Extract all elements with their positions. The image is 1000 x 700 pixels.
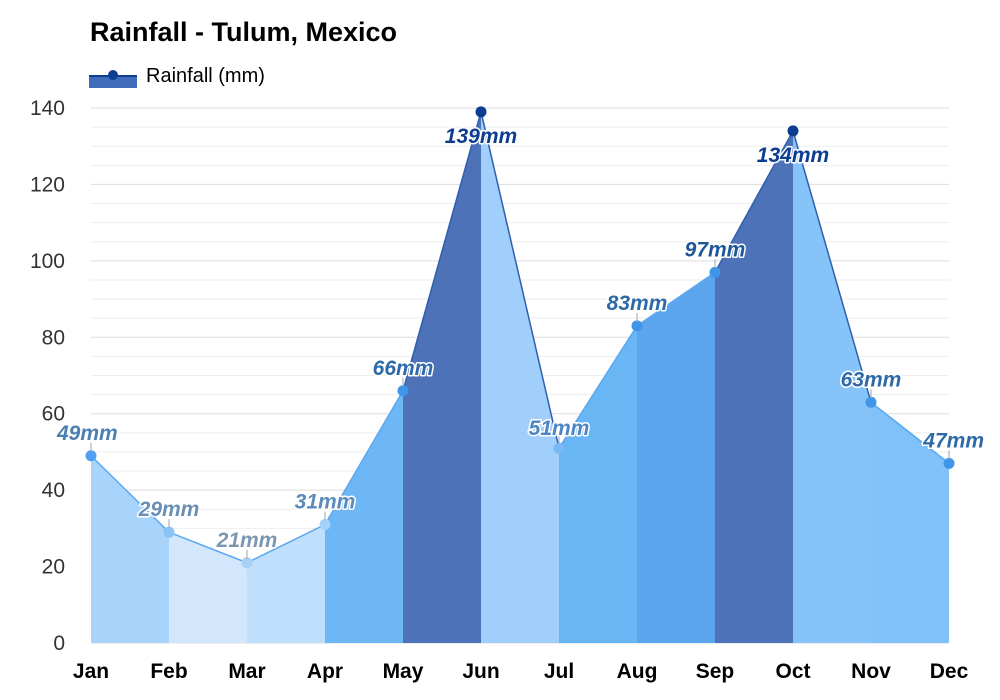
data-label: 63mm [841, 368, 902, 391]
x-tick-label: Nov [851, 660, 891, 683]
data-point [631, 320, 643, 332]
series-line [324, 390, 404, 525]
area-segment [169, 532, 247, 643]
chart-title: Rainfall - Tulum, Mexico [90, 17, 397, 47]
series-line [870, 401, 950, 464]
area-segment [403, 111, 481, 644]
legend: Rainfall (mm) [89, 65, 265, 88]
area-segment [793, 130, 871, 643]
area-segment [481, 111, 559, 644]
series-line [558, 325, 638, 449]
x-tick-label: Jan [73, 660, 109, 683]
x-tick-label: Feb [150, 660, 187, 683]
labels-layer: 49mm 29mm 21mm 31mm 66mm 139mm 51mm 83mm 97mm 134… [55, 123, 986, 559]
x-tick-label: Sep [696, 660, 735, 683]
y-tick-label: 140 [30, 97, 65, 120]
series-line [90, 455, 170, 533]
x-tick-label: Jun [462, 660, 499, 683]
legend-swatch [89, 76, 137, 88]
y-axis-ticks: 0 20 40 60 80 100 120 140 [30, 97, 65, 655]
x-tick-label: Oct [775, 660, 810, 683]
x-tick-label: Apr [307, 660, 343, 683]
data-point [865, 396, 877, 408]
y-tick-label: 0 [53, 632, 65, 655]
x-tick-label: May [383, 660, 424, 683]
data-label: 51mm [529, 417, 590, 440]
y-tick-label: 80 [42, 326, 65, 349]
x-tick-label: Aug [617, 660, 658, 683]
legend-label: Rainfall (mm) [146, 65, 265, 87]
x-tick-label: Dec [930, 660, 969, 683]
data-point [163, 526, 175, 538]
data-point [787, 125, 799, 137]
area-segment [715, 130, 793, 643]
data-point [397, 385, 409, 397]
data-label: 66mm [373, 357, 434, 380]
data-point [709, 266, 721, 278]
data-label: 31mm [295, 491, 356, 514]
series-line [714, 130, 794, 273]
data-label: 21mm [216, 529, 278, 552]
data-label: 134mm [757, 144, 829, 167]
series-line [636, 271, 716, 327]
y-tick-label: 20 [42, 556, 65, 579]
data-point [553, 442, 565, 454]
data-label: 47mm [922, 429, 984, 452]
x-tick-label: Mar [228, 660, 265, 683]
series-line [168, 531, 248, 564]
y-tick-label: 120 [30, 173, 65, 196]
line-layer [90, 111, 950, 564]
area-segment [559, 325, 637, 643]
area-segment [325, 390, 403, 643]
legend-marker [108, 70, 118, 80]
data-point [475, 106, 487, 118]
area-segment [871, 402, 949, 643]
y-tick-label: 40 [42, 479, 65, 502]
series-line [480, 111, 560, 449]
data-point [319, 519, 331, 531]
series-line [792, 130, 872, 403]
y-tick-label: 60 [42, 403, 65, 426]
points-layer [85, 106, 955, 569]
x-axis-ticks: Jan Feb Mar Apr May Jun Jul Aug Sep Oct Nov Dec [73, 660, 969, 683]
area-segment [91, 455, 169, 643]
series-line [402, 111, 482, 391]
x-tick-label: Jul [544, 660, 574, 683]
data-label: 49mm [56, 422, 118, 445]
data-point [241, 557, 253, 569]
data-label: 29mm [138, 498, 200, 521]
area-segment [637, 272, 715, 643]
data-label: 97mm [685, 238, 746, 261]
data-point [85, 450, 97, 462]
series-line [246, 523, 326, 564]
area-segment [247, 524, 325, 643]
data-label: 139mm [445, 125, 517, 148]
segments-layer [91, 111, 949, 644]
y-tick-label: 100 [30, 250, 65, 273]
data-label: 83mm [607, 292, 668, 315]
data-point [943, 457, 955, 469]
